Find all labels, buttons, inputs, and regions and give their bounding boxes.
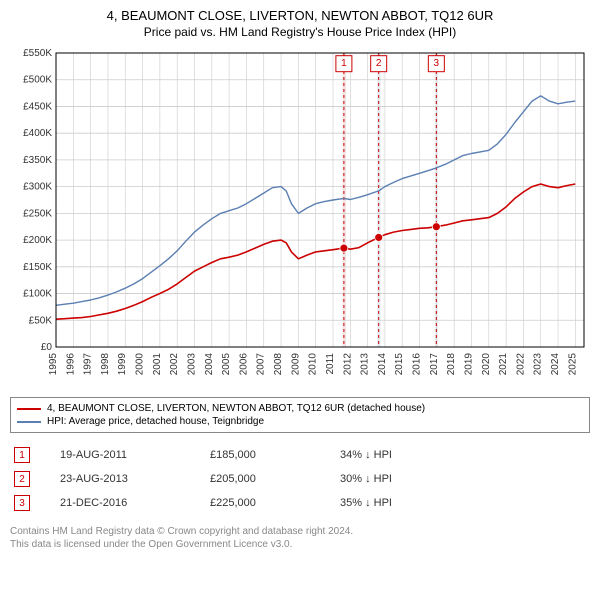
svg-text:£200K: £200K: [23, 235, 52, 246]
sale-date: 19-AUG-2011: [60, 449, 180, 461]
chart-subtitle: Price paid vs. HM Land Registry's House …: [10, 25, 590, 39]
legend-swatch: [17, 408, 41, 410]
svg-text:£100K: £100K: [23, 289, 52, 300]
sale-delta: 34% ↓ HPI: [340, 449, 460, 461]
svg-text:2015: 2015: [394, 353, 405, 376]
svg-text:2006: 2006: [238, 353, 249, 376]
legend-label: 4, BEAUMONT CLOSE, LIVERTON, NEWTON ABBO…: [47, 403, 425, 414]
sale-delta: 35% ↓ HPI: [340, 497, 460, 509]
sale-price: £225,000: [210, 497, 310, 509]
sale-date: 23-AUG-2013: [60, 473, 180, 485]
svg-text:1: 1: [341, 58, 347, 69]
sale-marker: 2: [14, 471, 30, 487]
svg-text:2017: 2017: [429, 353, 440, 376]
attribution-text: Contains HM Land Registry data © Crown c…: [10, 525, 590, 551]
svg-text:£550K: £550K: [23, 48, 52, 59]
svg-text:2014: 2014: [377, 353, 388, 376]
chart-area: £0 £50K £100K £150K £200K £250K £300K £350K £400…: [10, 47, 590, 387]
svg-text:£400K: £400K: [23, 128, 52, 139]
svg-text:£150K: £150K: [23, 262, 52, 273]
legend-swatch: [17, 421, 41, 423]
sale-marker: 1: [14, 447, 30, 463]
attribution-line: Contains HM Land Registry data © Crown c…: [10, 525, 590, 538]
sale-delta: 30% ↓ HPI: [340, 473, 460, 485]
svg-text:2024: 2024: [550, 353, 561, 376]
svg-text:£450K: £450K: [23, 101, 52, 112]
svg-text:2011: 2011: [325, 353, 336, 375]
svg-text:2003: 2003: [186, 353, 197, 376]
svg-text:£0: £0: [41, 342, 53, 353]
sale-price: £185,000: [210, 449, 310, 461]
sale-row: 3 21-DEC-2016 £225,000 35% ↓ HPI: [10, 491, 590, 515]
svg-text:2008: 2008: [273, 353, 284, 376]
attribution-line: This data is licensed under the Open Gov…: [10, 538, 590, 551]
svg-text:2001: 2001: [152, 353, 163, 376]
svg-text:2021: 2021: [498, 353, 509, 376]
sales-table: 1 19-AUG-2011 £185,000 34% ↓ HPI 2 23-AUG-201…: [10, 443, 590, 515]
svg-text:£250K: £250K: [23, 208, 52, 219]
svg-text:2012: 2012: [342, 353, 353, 376]
svg-text:2019: 2019: [463, 353, 474, 376]
legend-row: HPI: Average price, detached house, Teig…: [17, 415, 583, 428]
sale-marker: 3: [14, 495, 30, 511]
svg-text:1996: 1996: [65, 353, 76, 376]
svg-text:2005: 2005: [221, 353, 232, 376]
svg-text:£500K: £500K: [23, 75, 52, 86]
svg-text:1999: 1999: [117, 353, 128, 376]
svg-text:2000: 2000: [135, 353, 146, 376]
chart-title: 4, BEAUMONT CLOSE, LIVERTON, NEWTON ABBO…: [10, 8, 590, 23]
svg-text:£350K: £350K: [23, 155, 52, 166]
legend-label: HPI: Average price, detached house, Teig…: [47, 416, 264, 427]
svg-text:2010: 2010: [308, 353, 319, 376]
svg-text:2009: 2009: [290, 353, 301, 376]
svg-text:£300K: £300K: [23, 182, 52, 193]
svg-text:2020: 2020: [481, 353, 492, 376]
svg-text:2023: 2023: [533, 353, 544, 376]
sale-price: £205,000: [210, 473, 310, 485]
line-chart-svg: £0 £50K £100K £150K £200K £250K £300K £350K £400…: [10, 47, 590, 387]
sale-row: 1 19-AUG-2011 £185,000 34% ↓ HPI: [10, 443, 590, 467]
svg-text:1997: 1997: [83, 353, 94, 376]
svg-text:2016: 2016: [412, 353, 423, 376]
svg-text:1998: 1998: [100, 353, 111, 376]
svg-text:2022: 2022: [515, 353, 526, 376]
svg-text:1995: 1995: [48, 353, 59, 376]
sale-date: 21-DEC-2016: [60, 497, 180, 509]
legend-row: 4, BEAUMONT CLOSE, LIVERTON, NEWTON ABBO…: [17, 402, 583, 415]
svg-text:2013: 2013: [360, 353, 371, 376]
svg-text:3: 3: [434, 58, 440, 69]
sale-row: 2 23-AUG-2013 £205,000 30% ↓ HPI: [10, 467, 590, 491]
legend-box: 4, BEAUMONT CLOSE, LIVERTON, NEWTON ABBO…: [10, 397, 590, 433]
svg-text:2025: 2025: [567, 353, 578, 376]
svg-text:2: 2: [376, 58, 382, 69]
svg-text:2007: 2007: [256, 353, 267, 376]
svg-text:2004: 2004: [204, 353, 215, 376]
svg-text:£50K: £50K: [29, 315, 53, 326]
svg-text:2002: 2002: [169, 353, 180, 376]
svg-text:2018: 2018: [446, 353, 457, 376]
